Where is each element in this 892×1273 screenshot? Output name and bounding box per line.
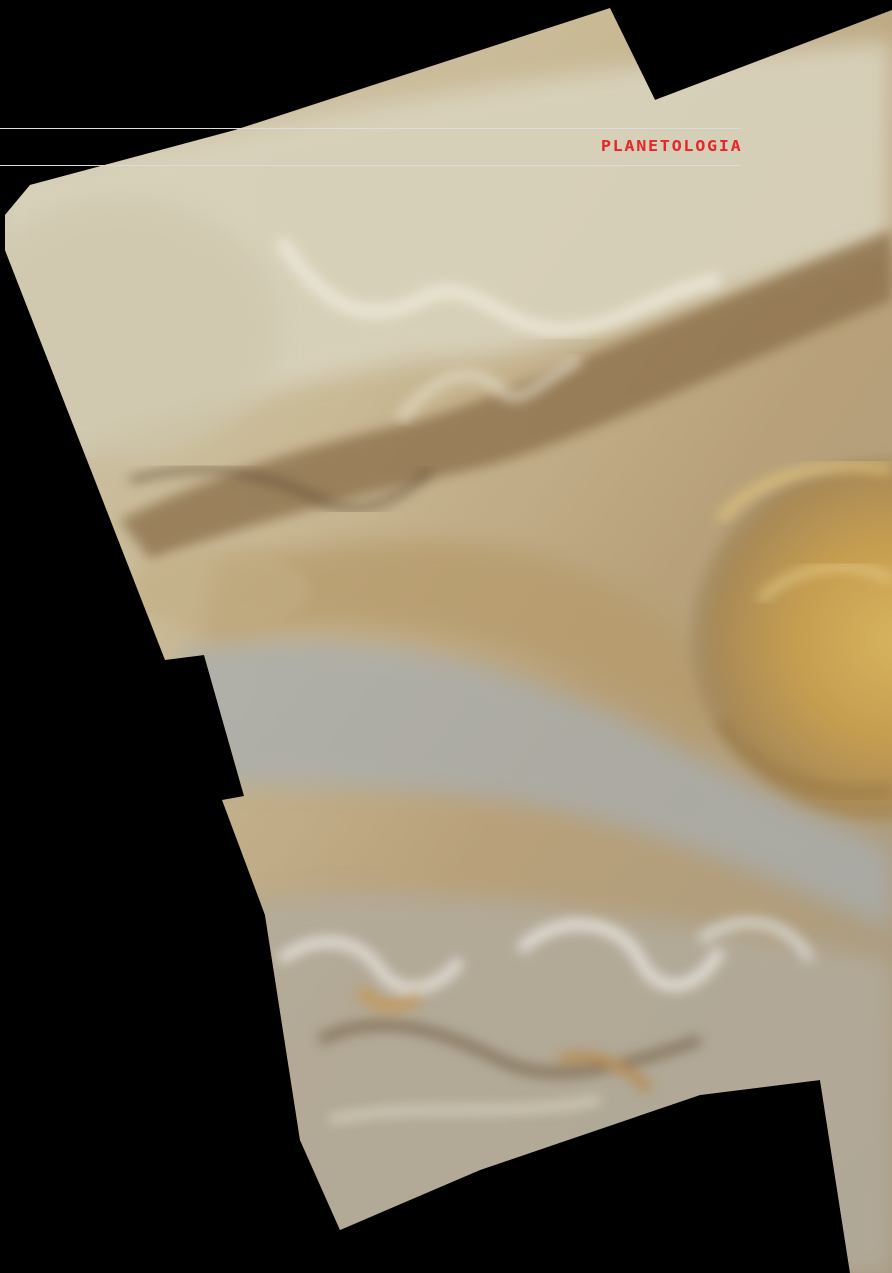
- bottom-rule: [0, 165, 740, 166]
- section-label: PLANETOLOGIA: [600, 137, 742, 155]
- top-rule: [0, 128, 740, 129]
